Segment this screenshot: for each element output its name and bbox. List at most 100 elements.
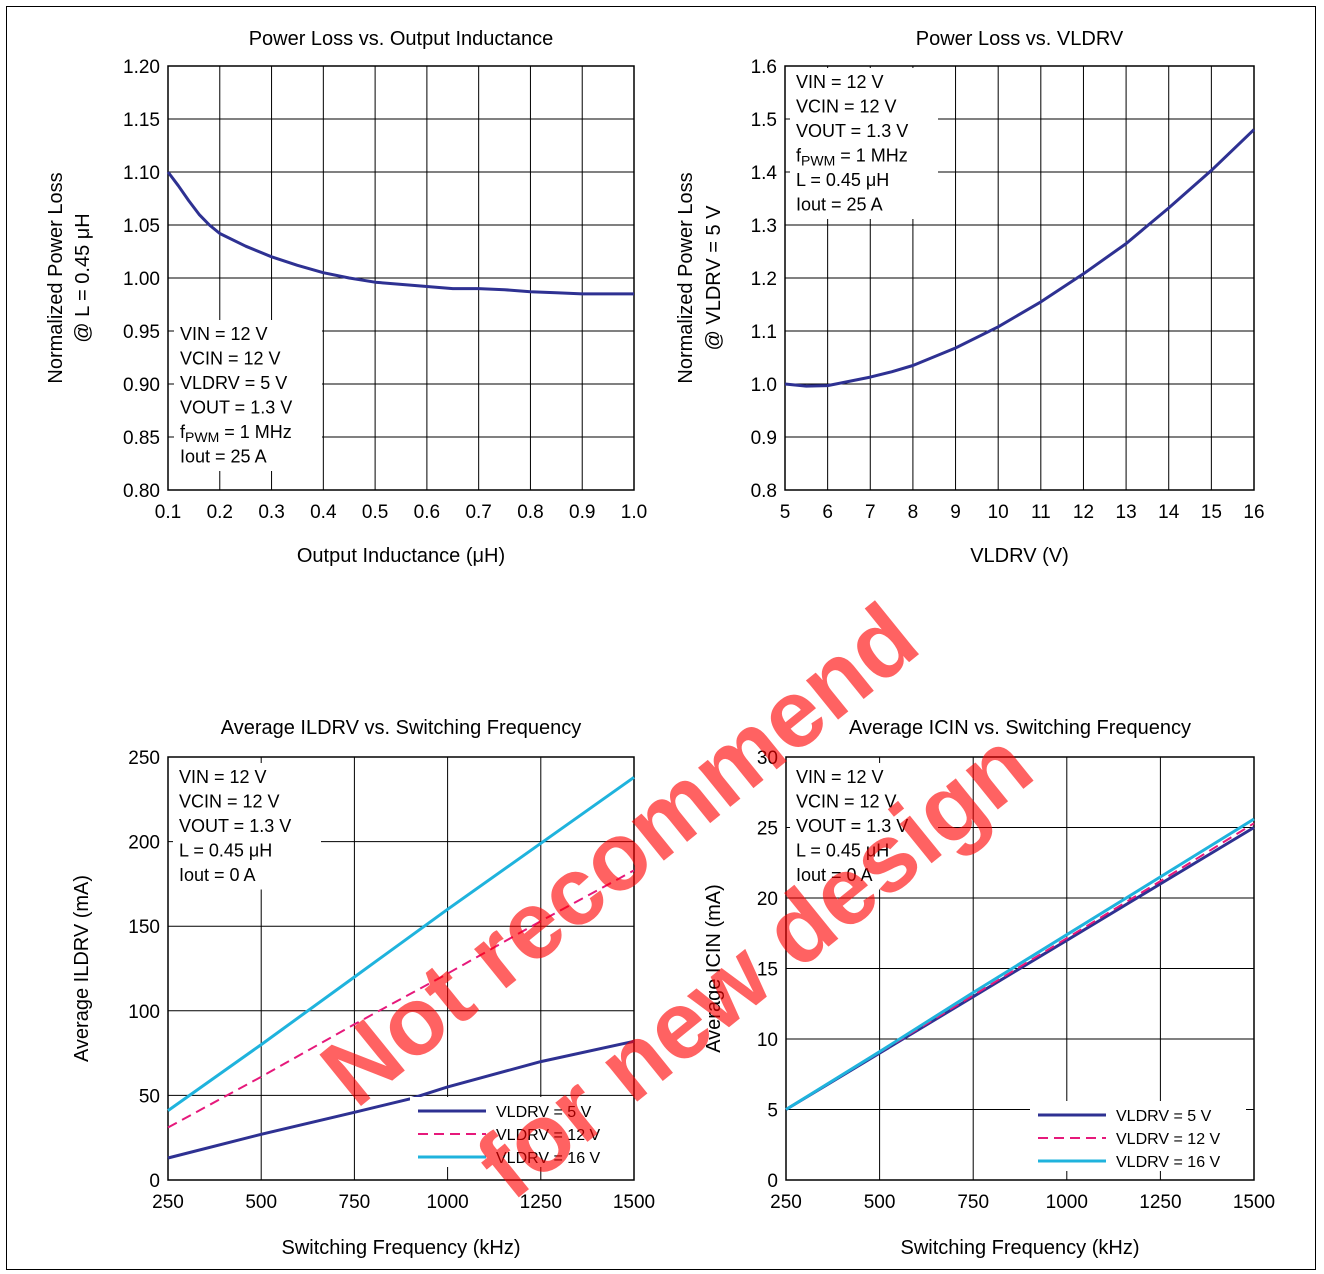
series-line-vldrv-12-v: [167, 869, 635, 1129]
conditions-annotation: VIN = 12 V VCIN = 12 V VOUT = 1.3 V fPWM = …: [790, 68, 938, 219]
chart-title: Power Loss vs. VLDRV: [916, 28, 1124, 50]
y-tick-label: 0.90: [123, 375, 160, 396]
y-tick-label: 1.6: [751, 57, 777, 78]
plot-frame: [785, 756, 1255, 1181]
x-tick-label: 14: [1158, 502, 1180, 523]
legend-label: VLDRV = 12 V: [496, 1127, 601, 1144]
x-tick-label: 13: [1116, 502, 1137, 523]
page-frame: [6, 6, 1316, 1270]
y-tick-label: 0.95: [123, 322, 160, 343]
annotation-line: VCIN = 12 V: [180, 349, 281, 369]
x-tick-label: 12: [1073, 502, 1094, 523]
y-tick-label: 5: [767, 1101, 778, 1122]
annotation-line: VCIN = 12 V: [796, 97, 897, 117]
x-tick-label: 0.7: [465, 502, 491, 523]
x-tick-label: 250: [152, 1192, 184, 1213]
x-tick-label: 0.1: [155, 502, 181, 523]
annotation-line: VIN = 12 V: [180, 324, 268, 344]
chart-4: Average ICIN vs. Switching Frequency VIN …: [703, 717, 1275, 1259]
conditions-annotation: VIN = 12 V VCIN = 12 V VLDRV = 5 V VOUT = 1…: [174, 320, 322, 471]
legend: VLDRV = 5 V VLDRV = 12 V VLDRV = 16 V: [410, 1097, 626, 1167]
chart-title: Average ICIN vs. Switching Frequency: [849, 717, 1191, 739]
legend-label: VLDRV = 16 V: [496, 1150, 601, 1167]
chart-title: Power Loss vs. Output Inductance: [249, 28, 554, 50]
y-tick-label: 1.15: [123, 110, 160, 131]
chart-3: Average ILDRV vs. Switching Frequency VIN…: [71, 717, 655, 1259]
x-tick-label: 10: [988, 502, 1009, 523]
x-tick-label: 8: [908, 502, 919, 523]
annotation-line: VCIN = 12 V: [179, 792, 280, 812]
y-tick-label: 1.5: [751, 110, 777, 131]
y-tick-label: 0: [767, 1171, 778, 1192]
legend-label: VLDRV = 12 V: [1116, 1131, 1221, 1148]
x-tick-label: 6: [822, 502, 833, 523]
y-axis-label: Average ILDRV (mA): [71, 875, 93, 1062]
annotation-background: [174, 320, 322, 471]
y-axis-label: Average ICIN (mA): [703, 884, 725, 1053]
plot-frame: [784, 65, 1255, 491]
x-tick-label: 0.3: [258, 502, 284, 523]
x-tick-label: 1000: [1046, 1192, 1088, 1213]
x-tick-label: 0.9: [569, 502, 595, 523]
plot-frame: [167, 756, 635, 1181]
annotation-line: VOUT = 1.3 V: [180, 398, 292, 418]
legend-label: VLDRV = 16 V: [1116, 1154, 1221, 1171]
x-tick-label: 1250: [1139, 1192, 1181, 1213]
chart-title: Average ILDRV vs. Switching Frequency: [221, 717, 582, 739]
y-tick-label: 200: [128, 833, 160, 854]
x-tick-label: 15: [1201, 502, 1222, 523]
annotation-line: VCIN = 12 V: [796, 792, 897, 812]
annotation-line: Iout = 25 A: [180, 447, 267, 467]
y-axis-label: @ VLDRV = 5 V: [703, 205, 725, 351]
x-tick-label: 0.8: [517, 502, 543, 523]
x-tick-label: 7: [865, 502, 876, 523]
chart-2: Power Loss vs. VLDRV VIN = 12 V VCIN = 12 …: [675, 28, 1265, 567]
x-tick-label: 16: [1243, 502, 1264, 523]
series-line-main: [166, 171, 634, 296]
x-tick-label: 0.2: [207, 502, 233, 523]
annotation-line: fPWM = 1 MHz: [796, 146, 908, 169]
annotation-line: Iout = 25 A: [796, 195, 883, 215]
x-tick-label: 0.4: [310, 502, 337, 523]
annotation-line: Iout = 0 A: [796, 865, 873, 885]
x-tick-label: 5: [780, 502, 791, 523]
y-tick-label: 250: [128, 748, 160, 769]
x-tick-label: 0.5: [362, 502, 388, 523]
annotation-background: [790, 763, 938, 890]
annotation-line: VIN = 12 V: [796, 767, 884, 787]
legend-label: VLDRV = 5 V: [1116, 1108, 1212, 1125]
x-tick-label: 1250: [520, 1192, 562, 1213]
y-tick-label: 1.1: [751, 322, 777, 343]
x-tick-label: 0.6: [414, 502, 440, 523]
series-line-main: [784, 128, 1256, 388]
y-tick-label: 1.00: [123, 269, 160, 290]
annotation-line: L = 0.45 μH: [796, 841, 889, 861]
y-tick-label: 25: [757, 819, 778, 840]
y-tick-label: 10: [757, 1030, 778, 1051]
x-tick-label: 1000: [426, 1192, 468, 1213]
annotation-line: L = 0.45 μH: [796, 170, 889, 190]
y-tick-label: 0: [149, 1171, 160, 1192]
x-tick-label: 1500: [1233, 1192, 1275, 1213]
y-tick-label: 1.05: [123, 216, 160, 237]
y-tick-label: 1.10: [123, 163, 160, 184]
x-tick-label: 9: [950, 502, 961, 523]
y-axis-label: @ L = 0.45 μH: [72, 213, 94, 342]
annotation-background: [790, 68, 938, 219]
y-axis-label: Normalized Power Loss: [45, 172, 67, 383]
x-axis-label: Switching Frequency (kHz): [282, 1237, 521, 1259]
y-tick-label: 1.4: [751, 163, 778, 184]
x-tick-label: 1500: [613, 1192, 655, 1213]
chart-1: Power Loss vs. Output Inductance VIN = 12…: [45, 28, 647, 567]
annotation-line: VOUT = 1.3 V: [796, 816, 908, 836]
legend: VLDRV = 5 V VLDRV = 12 V VLDRV = 16 V: [1030, 1101, 1246, 1171]
annotation-line: L = 0.45 μH: [179, 841, 272, 861]
x-tick-label: 500: [245, 1192, 277, 1213]
annotation-line: VOUT = 1.3 V: [179, 816, 291, 836]
y-tick-label: 15: [757, 960, 778, 981]
legend-background: [410, 1097, 626, 1167]
x-tick-label: 500: [864, 1192, 896, 1213]
x-tick-label: 250: [770, 1192, 802, 1213]
y-tick-label: 0.85: [123, 428, 160, 449]
annotation-line: VIN = 12 V: [796, 72, 884, 92]
